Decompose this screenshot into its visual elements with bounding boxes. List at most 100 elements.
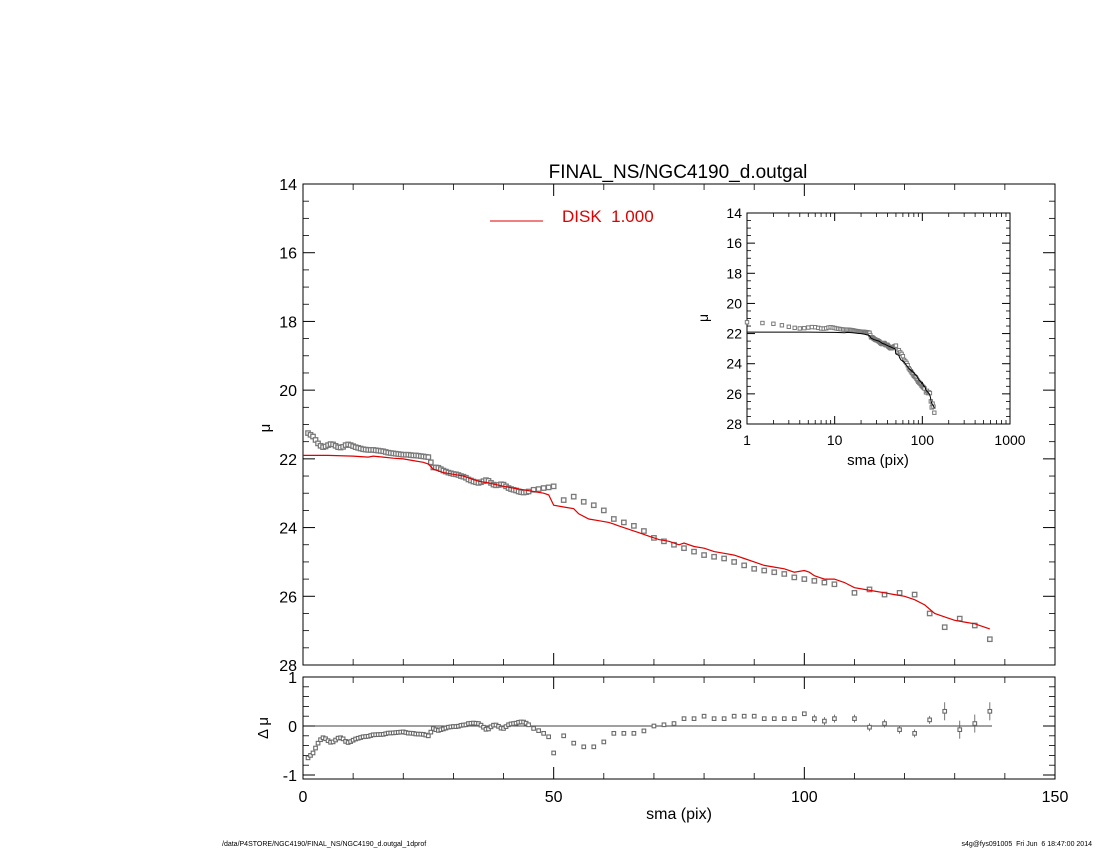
main-data-point [791, 574, 798, 581]
main-data-point [821, 579, 828, 586]
main-y-tick-label: 20 [279, 383, 297, 400]
residual-data-point [812, 716, 817, 721]
main-data-point [721, 555, 727, 562]
inset-x-tick-label: 10 [827, 432, 843, 448]
residual-data-point [571, 740, 577, 746]
residual-data-point [531, 726, 536, 731]
residual-data-point [801, 711, 807, 717]
residual-data-points [305, 702, 993, 761]
inset-x-tick-label: 1 [743, 432, 751, 448]
main-data-point [631, 523, 637, 529]
main-data-point [911, 591, 918, 598]
main-data-point [681, 545, 687, 552]
inset-y-tick-label: 24 [726, 356, 742, 372]
inset-data-point [786, 324, 792, 329]
residual-data-point [611, 730, 617, 736]
residual-data-point [822, 718, 827, 724]
main-data-point [731, 559, 737, 565]
residual-data-point [313, 745, 318, 751]
main-data-point [425, 454, 432, 460]
inset-data-point [932, 410, 937, 415]
residual-data-point [761, 716, 767, 721]
inset-y-tick-label: 16 [726, 235, 742, 251]
inset-data-point [802, 325, 807, 331]
inset-y-tick-label: 20 [726, 295, 742, 311]
main-data-point [956, 615, 963, 622]
residual-x-tick-label: 50 [545, 789, 563, 806]
residual-data-point [631, 730, 637, 736]
inset-data-point [744, 320, 750, 325]
main-data-point [986, 636, 993, 643]
residual-data-point [561, 733, 567, 739]
main-data-point [600, 507, 607, 514]
residual-data-point [621, 730, 627, 736]
residual-y-tick-label: 1 [288, 670, 297, 687]
residual-x-tick-label: 150 [1042, 789, 1069, 806]
inset-data-point [779, 323, 785, 328]
residual-y-tick-label: 0 [288, 719, 297, 736]
residual-x-axis-label: sma (pix) [646, 806, 712, 823]
main-y-axis-label: μ [257, 424, 274, 433]
main-data-point [701, 552, 707, 558]
main-data-point [540, 485, 547, 491]
residual-data-point [771, 716, 777, 721]
main-data-point [550, 483, 557, 490]
main-data-point [711, 553, 717, 560]
main-data-point [896, 590, 903, 596]
inset-y-tick-label: 18 [726, 265, 742, 281]
residual-data-point [832, 716, 837, 721]
residual-data-point [305, 755, 311, 761]
inset-data-point [797, 326, 802, 331]
main-y-tick-label: 16 [279, 246, 297, 263]
residual-x-tick-label: 0 [299, 789, 308, 806]
residual-data-point [927, 717, 933, 723]
main-data-point [741, 562, 748, 569]
residual-x-tick-label: 100 [791, 789, 818, 806]
residual-data-point [691, 716, 697, 721]
main-data-point [941, 624, 948, 631]
residual-data-point [551, 750, 557, 756]
main-y-tick-label: 26 [279, 589, 297, 606]
residual-data-point [536, 728, 541, 734]
residual-data-point [731, 713, 737, 719]
residual-data-point [428, 729, 434, 735]
residual-data-point [882, 721, 887, 726]
main-data-point [590, 502, 597, 509]
footer-file-path: /data/P4STORE/NGC4190/FINAL_NS/NGC4190_d… [222, 841, 427, 848]
residual-data-point [340, 736, 346, 742]
main-data-point [535, 486, 542, 492]
main-data-point [427, 459, 434, 466]
main-data-point [560, 497, 567, 503]
residual-data-point [601, 739, 607, 745]
main-y-tick-label: 14 [279, 177, 297, 194]
inset-ticks: 14 16 18 20 22 24 26 281 10 100 1000 [726, 205, 1025, 448]
residual-data-point [310, 750, 316, 756]
residual-data-point [526, 722, 531, 728]
residual-data-point [651, 723, 657, 729]
residual-data-point [661, 722, 667, 728]
inset-data-point [893, 343, 899, 348]
inset-panel: 14 16 18 20 22 24 26 281 10 100 1000 sma (pix) μ [695, 205, 1026, 469]
main-data-point [926, 610, 933, 617]
residual-panel-frame [302, 676, 1056, 780]
residual-data-point [546, 734, 552, 740]
residual-data-point [308, 753, 313, 758]
residual-data-point [425, 733, 431, 739]
residual-data-point [781, 716, 787, 721]
chart-title: FINAL_NS/NGC4190_d.outgal [549, 162, 808, 183]
residual-data-point [701, 713, 707, 719]
inset-model-line [747, 331, 935, 409]
inset-y-tick-label: 22 [726, 326, 742, 342]
main-y-tick-label: 28 [279, 658, 297, 675]
inset-data-point [760, 320, 765, 326]
inset-y-tick-label: 26 [726, 386, 742, 402]
main-data-point [851, 590, 858, 596]
residual-data-point [972, 721, 978, 726]
disk-model-line [303, 454, 990, 630]
main-y-tick-label: 24 [279, 521, 297, 538]
main-data-point [801, 576, 808, 582]
residual-y-tick-label: -1 [283, 768, 297, 785]
inset-y-axis-label: μ [695, 314, 711, 322]
residual-data-point [541, 730, 546, 736]
residual-data-point [957, 727, 963, 733]
